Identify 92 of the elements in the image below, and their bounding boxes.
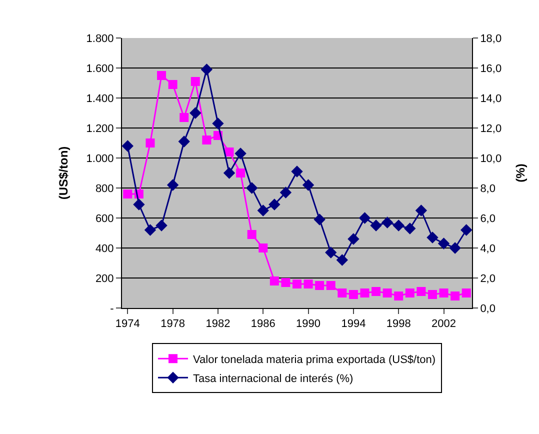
point (438, 238, 450, 250)
point (178, 136, 190, 148)
point (146, 138, 155, 148)
y-tick-label: 800 (95, 182, 114, 195)
point (382, 288, 392, 298)
point (338, 288, 347, 298)
y2-tick-label: 14,0 (480, 92, 502, 105)
point (190, 107, 202, 119)
point (416, 287, 426, 296)
y-tick-label: 1.200 (86, 122, 114, 135)
point (325, 246, 337, 258)
point (156, 220, 168, 232)
point (404, 222, 416, 234)
y-tick-label: - (110, 302, 114, 315)
point (428, 290, 437, 299)
point (190, 77, 200, 86)
x-tick-label: 1994 (341, 318, 366, 330)
point (133, 198, 145, 210)
point (246, 182, 258, 194)
x-tick-label: 1998 (386, 318, 411, 330)
y2-tick-label: 2,0 (480, 272, 496, 285)
y-tick-label: 1.400 (86, 92, 114, 105)
point (450, 292, 460, 300)
point (281, 278, 290, 287)
y2-tick-label: 4,0 (480, 242, 496, 255)
point (304, 280, 313, 288)
point (358, 212, 371, 224)
y-tick-label: 1.000 (86, 152, 114, 165)
point (449, 242, 461, 254)
point (270, 276, 279, 286)
legend-label: Valor tonelada materia prima exportada (US$/ton) (193, 354, 436, 366)
y-tick-label: 200 (95, 272, 114, 285)
point (348, 233, 360, 245)
x-tick-label: 1974 (115, 318, 140, 330)
point (370, 220, 382, 232)
y2-tick-label: 6,0 (480, 212, 496, 225)
point (302, 179, 314, 191)
x-tick-label: 1990 (296, 318, 321, 330)
point (236, 168, 246, 178)
point (360, 288, 370, 298)
point (257, 204, 269, 216)
point (372, 287, 381, 296)
y2-tick-label: 16,0 (480, 62, 502, 75)
y2-tick-label: 18,0 (480, 32, 502, 45)
point (212, 118, 224, 130)
point (394, 292, 404, 300)
y2-tick-label: 8,0 (480, 182, 496, 195)
point (348, 290, 358, 299)
point (268, 198, 280, 210)
point (292, 280, 302, 288)
x-tick-label: 1978 (160, 318, 186, 330)
point (336, 254, 348, 266)
point (426, 232, 438, 244)
y2-tick-label: 10,0 (480, 152, 502, 165)
point (315, 281, 324, 290)
y2-tick-label: 0,0 (480, 302, 496, 315)
point (415, 204, 428, 216)
point (168, 80, 178, 89)
point (314, 214, 326, 226)
point (144, 224, 156, 236)
y-axis-title: (US$/ton) (56, 146, 71, 200)
y-tick-label: 600 (95, 212, 114, 225)
y2-tick-label: 12,0 (480, 122, 502, 135)
point (180, 113, 189, 122)
point (258, 244, 268, 252)
point (123, 190, 132, 198)
x-tick-label: 2002 (432, 318, 456, 330)
point (202, 136, 212, 144)
x-tick-label: 1986 (250, 318, 276, 330)
point (405, 288, 414, 298)
point (381, 216, 394, 228)
y-tick-label: 400 (95, 242, 114, 255)
point (439, 288, 448, 298)
point (224, 148, 234, 156)
point (247, 230, 256, 239)
x-tick-label: 1982 (206, 318, 230, 330)
point (326, 281, 336, 290)
point (392, 220, 404, 232)
point (223, 167, 236, 179)
point (460, 224, 472, 236)
legend-label: Tasa internacional de interés (%) (193, 372, 354, 385)
point (157, 71, 166, 80)
point (462, 288, 471, 298)
point (122, 140, 134, 152)
point (234, 148, 246, 160)
point (200, 64, 213, 76)
y2-axis-title: (%) (514, 164, 528, 182)
y-tick-label: 1.600 (86, 62, 114, 75)
point (280, 186, 292, 198)
y-tick-label: 1.800 (86, 32, 114, 45)
point (166, 179, 179, 191)
point (291, 166, 303, 178)
